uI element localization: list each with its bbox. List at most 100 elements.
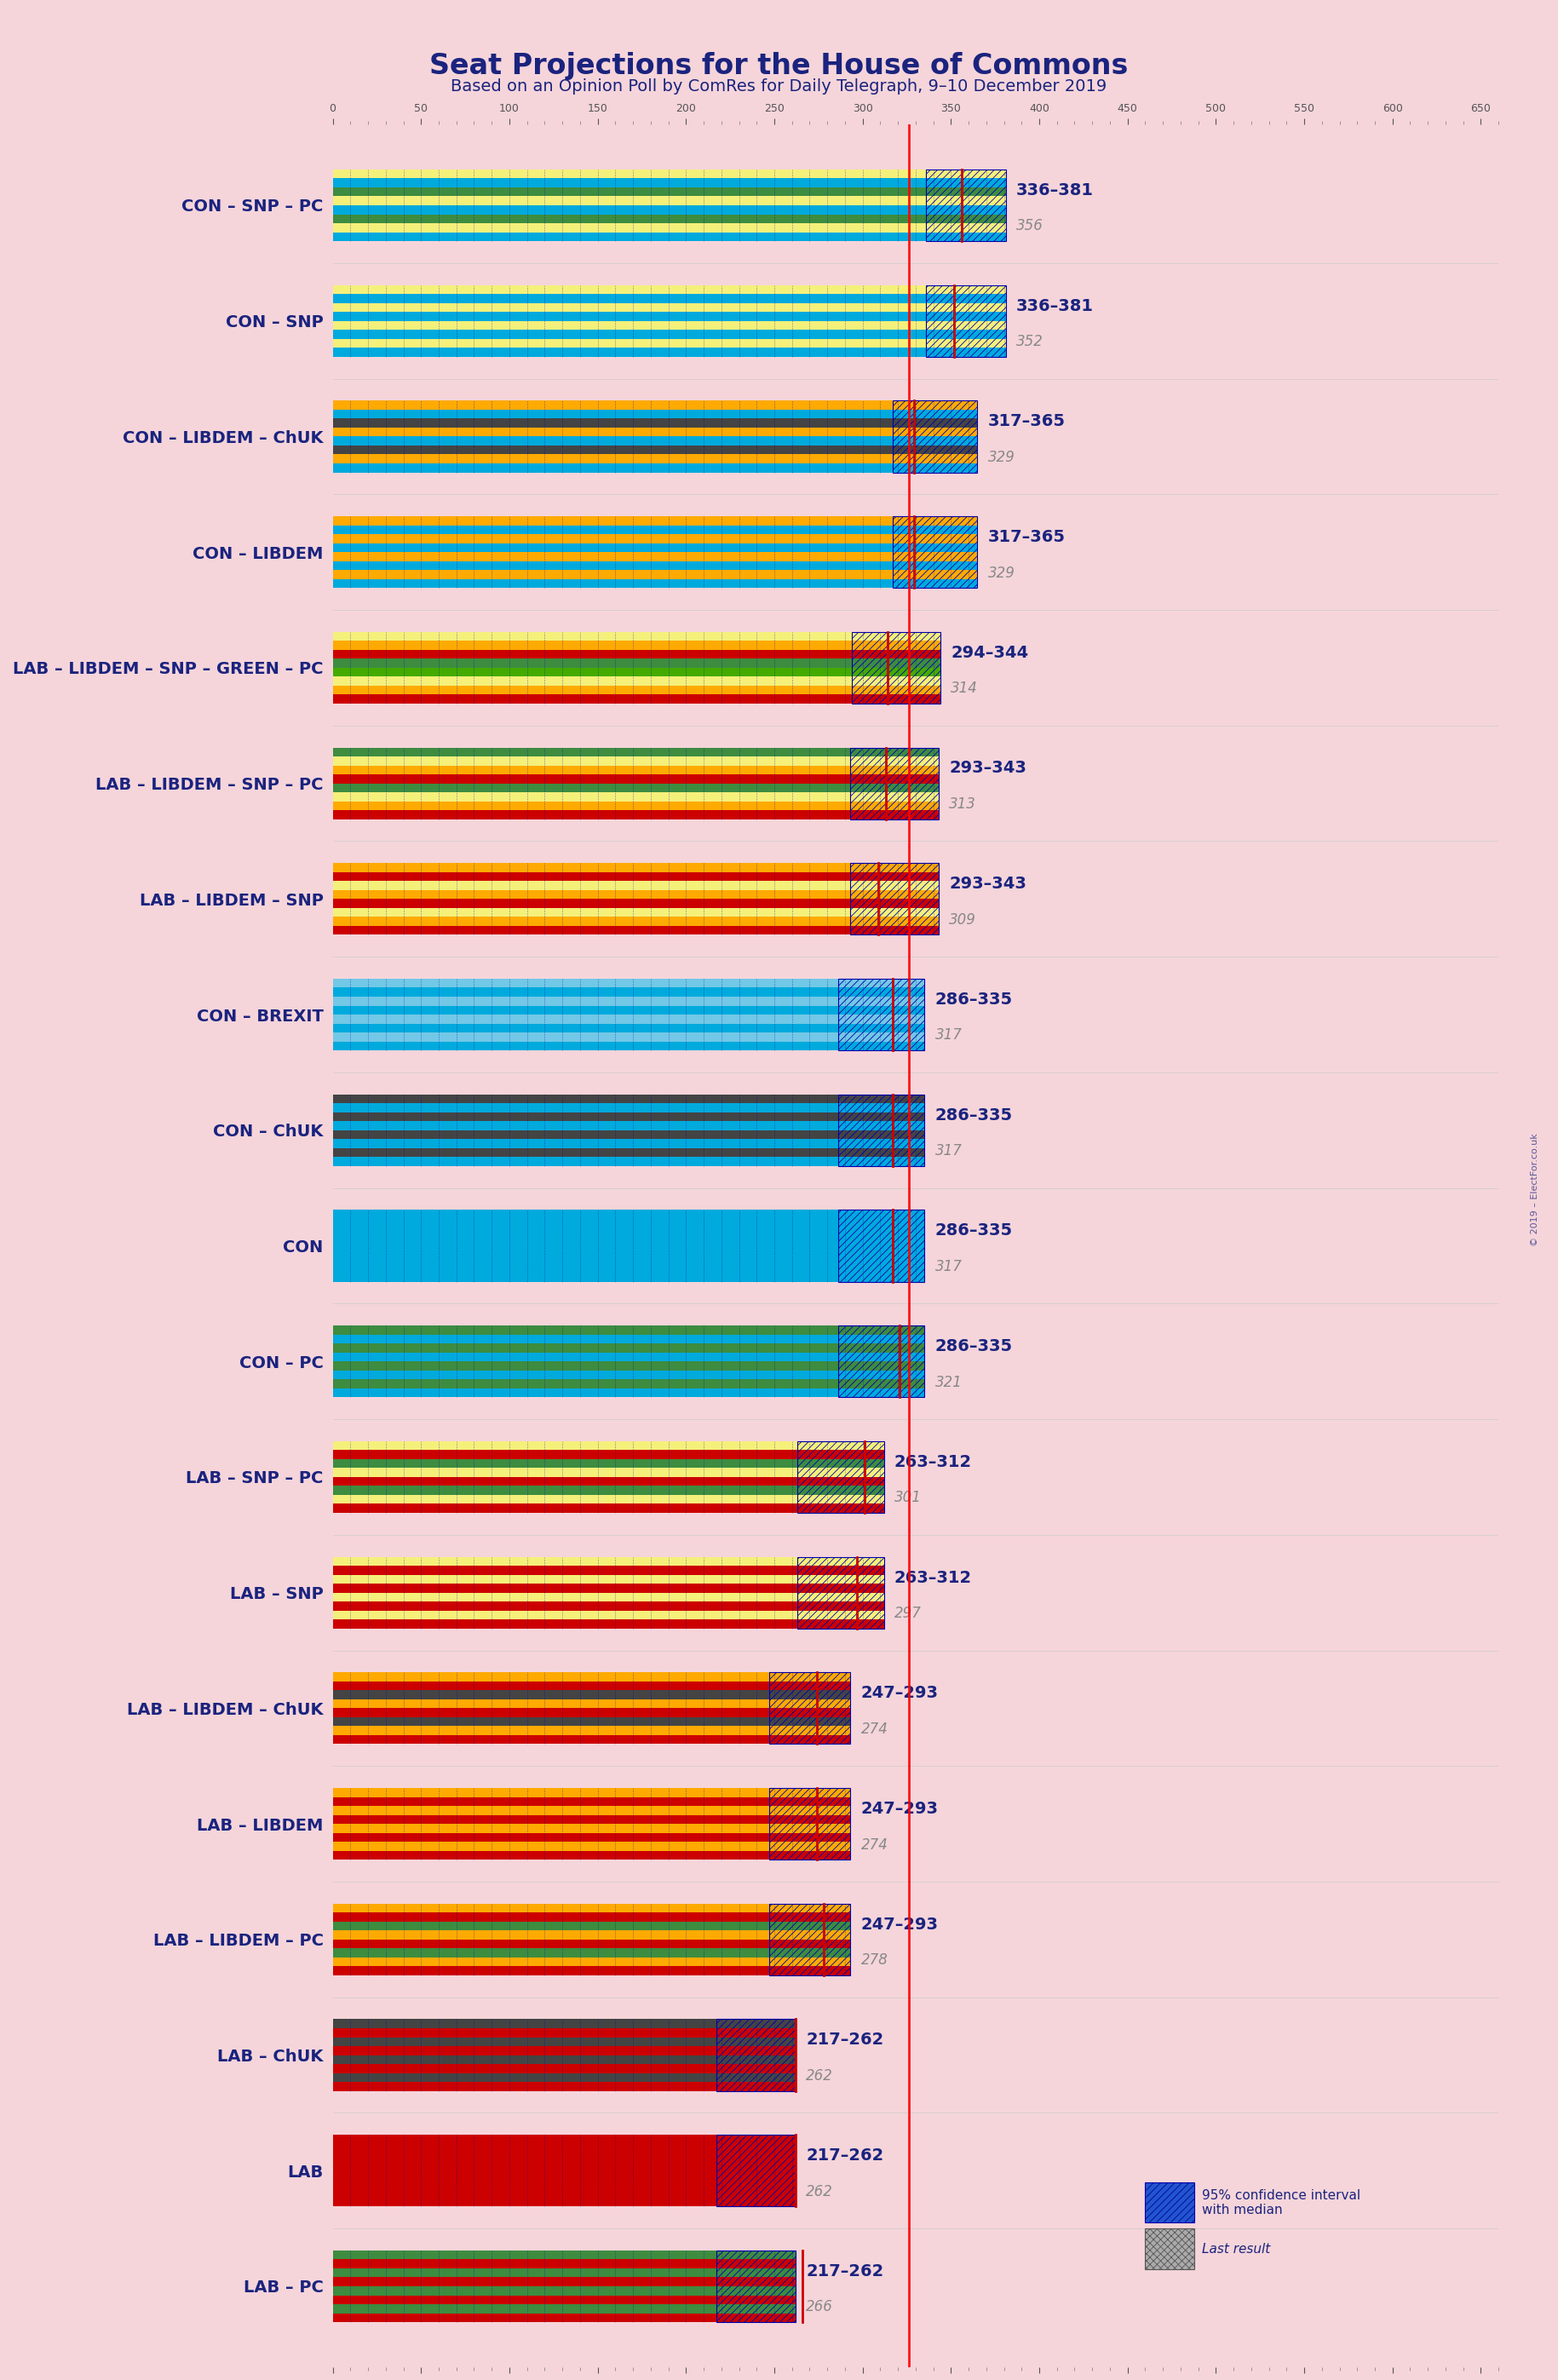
Bar bbox=[333, 2304, 796, 2313]
Bar bbox=[333, 2268, 796, 2278]
Bar bbox=[893, 516, 977, 588]
Bar bbox=[717, 2018, 796, 2028]
Bar bbox=[925, 286, 1006, 295]
Text: 336–381: 336–381 bbox=[1016, 183, 1094, 198]
Text: 286–335: 286–335 bbox=[935, 1107, 1013, 1123]
Bar bbox=[838, 988, 924, 997]
Bar bbox=[333, 1611, 883, 1618]
Bar bbox=[798, 1557, 883, 1566]
Bar bbox=[333, 1104, 924, 1111]
Bar bbox=[770, 1680, 851, 1690]
Bar bbox=[851, 809, 938, 819]
Bar bbox=[333, 2161, 796, 2171]
Bar bbox=[333, 1592, 883, 1602]
Bar bbox=[798, 1459, 883, 1468]
Bar bbox=[770, 1673, 851, 1745]
Bar bbox=[333, 2197, 796, 2206]
Bar bbox=[770, 1930, 851, 1940]
Bar bbox=[333, 1726, 851, 1735]
Text: 263–312: 263–312 bbox=[894, 1568, 972, 1585]
Bar bbox=[333, 926, 938, 935]
Bar bbox=[838, 1023, 924, 1033]
Bar bbox=[798, 1485, 883, 1495]
Bar bbox=[798, 1495, 883, 1504]
Bar bbox=[893, 526, 977, 533]
Bar bbox=[333, 1157, 924, 1166]
Bar bbox=[798, 1583, 883, 1592]
Bar bbox=[333, 1361, 924, 1371]
Bar bbox=[333, 1949, 851, 1956]
Text: 317: 317 bbox=[935, 1259, 963, 1273]
Bar bbox=[770, 1904, 851, 1914]
Bar bbox=[925, 295, 1006, 302]
Bar bbox=[838, 1042, 924, 1050]
Text: 286–335: 286–335 bbox=[935, 992, 1013, 1007]
Text: 217–262: 217–262 bbox=[805, 2033, 883, 2049]
Bar bbox=[333, 1273, 924, 1280]
Text: 274: 274 bbox=[862, 1721, 888, 1737]
Bar bbox=[893, 562, 977, 571]
Bar bbox=[333, 766, 938, 774]
Bar bbox=[333, 900, 938, 907]
Bar bbox=[333, 1130, 924, 1140]
Text: 329: 329 bbox=[988, 450, 1016, 464]
Bar bbox=[851, 802, 938, 809]
Bar bbox=[798, 1468, 883, 1478]
Bar bbox=[333, 286, 1006, 295]
Bar bbox=[333, 2028, 796, 2037]
Bar bbox=[838, 1157, 924, 1166]
Bar bbox=[893, 543, 977, 552]
Bar bbox=[1145, 2228, 1195, 2268]
Bar bbox=[838, 1388, 924, 1397]
Bar bbox=[333, 533, 977, 543]
Bar bbox=[333, 864, 938, 871]
Bar bbox=[893, 445, 977, 455]
Bar bbox=[333, 1478, 883, 1485]
Text: 317: 317 bbox=[935, 1028, 963, 1042]
Bar bbox=[893, 419, 977, 428]
Bar bbox=[333, 1914, 851, 1921]
Bar bbox=[717, 2047, 796, 2054]
Bar bbox=[333, 1449, 883, 1459]
Bar bbox=[838, 1352, 924, 1361]
Bar bbox=[333, 997, 924, 1007]
Bar bbox=[333, 2144, 796, 2154]
Bar bbox=[333, 916, 938, 926]
Bar bbox=[333, 1921, 851, 1930]
Bar bbox=[852, 676, 941, 685]
Bar bbox=[717, 2180, 796, 2190]
Bar bbox=[851, 766, 938, 774]
Bar bbox=[770, 1726, 851, 1735]
Bar bbox=[333, 1042, 924, 1050]
Bar bbox=[333, 783, 938, 793]
Bar bbox=[770, 1735, 851, 1745]
Bar bbox=[770, 1833, 851, 1842]
Bar bbox=[333, 1219, 924, 1228]
Bar bbox=[717, 2251, 796, 2259]
Bar bbox=[798, 1566, 883, 1576]
Bar bbox=[333, 2294, 796, 2304]
Bar bbox=[893, 455, 977, 464]
Text: 263–312: 263–312 bbox=[894, 1454, 972, 1471]
Bar bbox=[333, 205, 1006, 214]
Bar bbox=[893, 578, 977, 588]
Bar bbox=[893, 552, 977, 562]
Bar bbox=[838, 1121, 924, 1130]
Bar bbox=[333, 1023, 924, 1033]
Bar bbox=[333, 1468, 883, 1478]
Bar bbox=[333, 169, 1006, 179]
Bar bbox=[333, 1735, 851, 1745]
Bar bbox=[770, 1940, 851, 1949]
Bar bbox=[333, 774, 938, 783]
Bar bbox=[333, 571, 977, 578]
Bar bbox=[333, 312, 1006, 321]
Bar bbox=[893, 400, 977, 471]
Bar bbox=[333, 2073, 796, 2082]
Bar bbox=[838, 1007, 924, 1014]
Bar bbox=[838, 1095, 924, 1104]
Bar bbox=[798, 1557, 883, 1628]
Text: 262: 262 bbox=[805, 2068, 834, 2082]
Bar bbox=[333, 302, 1006, 312]
Bar bbox=[333, 676, 941, 685]
Bar bbox=[838, 1335, 924, 1342]
